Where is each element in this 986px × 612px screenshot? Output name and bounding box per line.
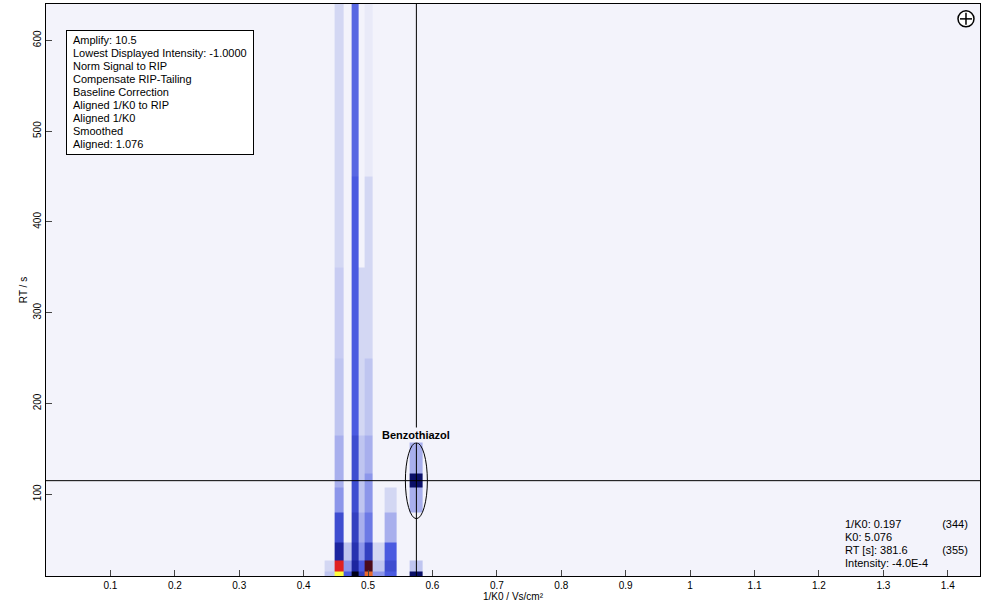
svg-text:1.3: 1.3 [876, 580, 890, 591]
html-text:1/K0: 0.197: 1/K0: 0.197 [845, 518, 902, 530]
html-text:(344): (344) [942, 518, 968, 530]
svg-text:1: 1 [687, 580, 693, 591]
svg-text:1.2: 1.2 [812, 580, 826, 591]
svg-text:0.8: 0.8 [554, 580, 568, 591]
svg-text:Benzothiazol: Benzothiazol [382, 429, 450, 441]
html-text:Intensity: -4.0E-4: Intensity: -4.0E-4 [845, 557, 929, 569]
svg-text:100: 100 [32, 484, 43, 501]
svg-text:0.2: 0.2 [168, 580, 182, 591]
svg-text:0.4: 0.4 [297, 580, 311, 591]
html-text:Baseline Correction: Baseline Correction [73, 86, 169, 98]
html-text:Lowest Displayed Intensity: -1: Lowest Displayed Intensity: -1.0000 [73, 47, 247, 59]
svg-text:0.1: 0.1 [103, 580, 117, 591]
html-text:Norm Signal to RIP: Norm Signal to RIP [73, 60, 168, 72]
svg-text:0.7: 0.7 [490, 580, 504, 591]
html-text:Smoothed: Smoothed [73, 125, 124, 137]
svg-text:600: 600 [32, 30, 43, 47]
svg-text:0.6: 0.6 [426, 580, 440, 591]
svg-text:300: 300 [32, 302, 43, 319]
html-text:(355): (355) [942, 544, 968, 556]
svg-text:400: 400 [32, 212, 43, 229]
html-text:Aligned: 1.076: Aligned: 1.076 [73, 138, 144, 150]
html-text:Compensate RIP-Tailing: Compensate RIP-Tailing [73, 73, 192, 85]
html-text:Aligned 1/K0 to RIP: Aligned 1/K0 to RIP [73, 99, 169, 111]
svg-text:1/K0 / Vs/cm²: 1/K0 / Vs/cm² [483, 591, 544, 602]
svg-text:0.9: 0.9 [619, 580, 633, 591]
svg-text:500: 500 [32, 121, 43, 138]
html-text:Amplify: 10.5: Amplify: 10.5 [73, 34, 137, 46]
html-text:Aligned 1/K0: Aligned 1/K0 [73, 112, 136, 124]
svg-text:1.4: 1.4 [941, 580, 955, 591]
svg-text:200: 200 [32, 393, 43, 410]
html-text:K0: 5.076: K0: 5.076 [845, 531, 893, 543]
svg-text:0.3: 0.3 [232, 580, 246, 591]
svg-text:0.5: 0.5 [361, 580, 375, 591]
html-text:RT [s]: 381.6: RT [s]: 381.6 [845, 544, 908, 556]
svg-text:1.1: 1.1 [748, 580, 762, 591]
svg-text:RT / s: RT / s [18, 277, 29, 303]
